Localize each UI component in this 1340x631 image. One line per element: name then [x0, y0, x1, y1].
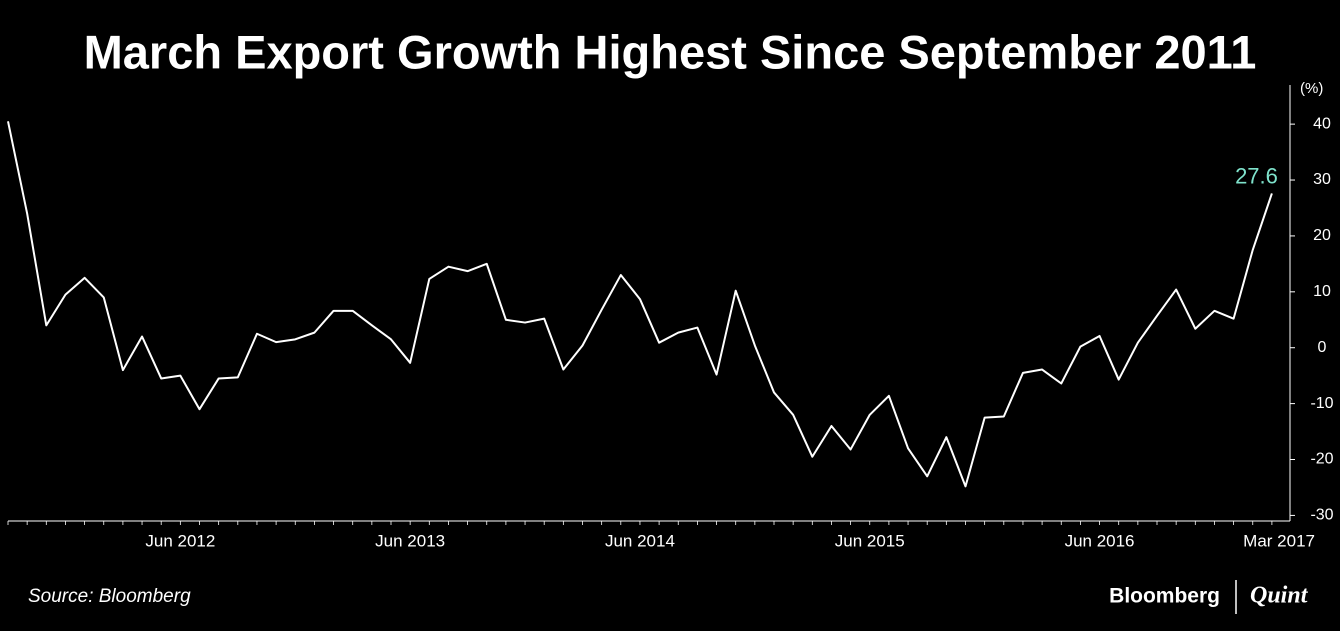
line [7, 121, 1273, 488]
x-tick-label: Jun 2012 [145, 531, 215, 550]
y-tick-label: 40 [1313, 115, 1331, 132]
y-tick-label: -30 [1310, 507, 1333, 524]
y-tick-label: -10 [1310, 395, 1333, 412]
y-tick-label: -20 [1310, 451, 1333, 468]
source: Source: Bloomberg [28, 586, 191, 607]
brand: Quint [1250, 583, 1309, 609]
y-tick-label: 30 [1313, 171, 1331, 188]
brand: Bloomberg [1109, 585, 1220, 608]
y-axis-label: (%) [1300, 80, 1323, 97]
x-tick-label: Jun 2013 [375, 531, 445, 550]
y-tick-label: 20 [1313, 227, 1331, 244]
x-tick-label: Mar 2017 [1243, 531, 1315, 550]
x-tick-label: Jun 2015 [835, 531, 905, 550]
x-tick-label: Jun 2016 [1065, 531, 1135, 550]
data-label: 27.6 [1235, 163, 1278, 188]
x-tick-label: Jun 2014 [605, 531, 675, 550]
chart-title: March Export Growth Highest Since Septem… [84, 25, 1257, 78]
y-tick-label: 0 [1318, 339, 1327, 356]
y-tick-label: 10 [1313, 283, 1331, 300]
